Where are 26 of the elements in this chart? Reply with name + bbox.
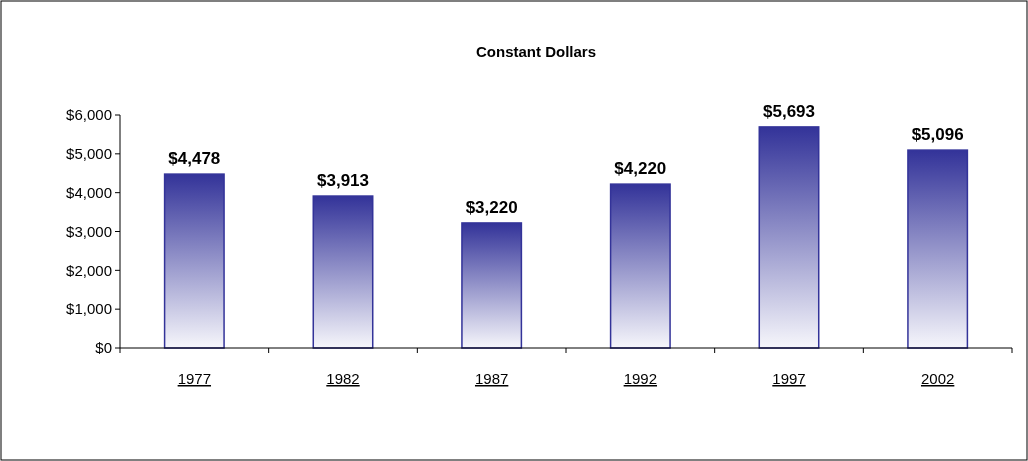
y-tick-label: $3,000 [66, 222, 112, 240]
x-tick-label: 1982 [326, 370, 360, 387]
bar [163, 173, 225, 349]
data-label: $3,220 [465, 197, 518, 217]
y-tick-label: $0 [95, 339, 112, 357]
data-label: $4,478 [168, 149, 221, 169]
y-tick-label: $4,000 [66, 183, 112, 201]
data-label: $3,913 [317, 171, 369, 191]
bar [907, 149, 969, 349]
bar [609, 183, 671, 349]
x-tick-label: 1977 [177, 370, 212, 387]
y-tick-label: $6,000 [66, 106, 112, 124]
data-label: $4,220 [614, 159, 667, 179]
chart-title: Constant Dollars [475, 43, 597, 60]
x-tick-label: 1987 [474, 370, 509, 387]
y-tick-label: $2,000 [66, 261, 112, 279]
x-tick-label: 2002 [920, 370, 955, 387]
bar [461, 222, 523, 349]
bar [758, 126, 820, 349]
x-tick-label: 1997 [772, 370, 806, 387]
y-tick-label: $5,000 [66, 145, 112, 163]
bar [312, 195, 374, 349]
x-tick-label: 1992 [623, 370, 658, 387]
data-label: $5,693 [763, 101, 815, 121]
data-label: $5,096 [911, 125, 964, 145]
y-tick-label: $1,000 [66, 300, 112, 318]
